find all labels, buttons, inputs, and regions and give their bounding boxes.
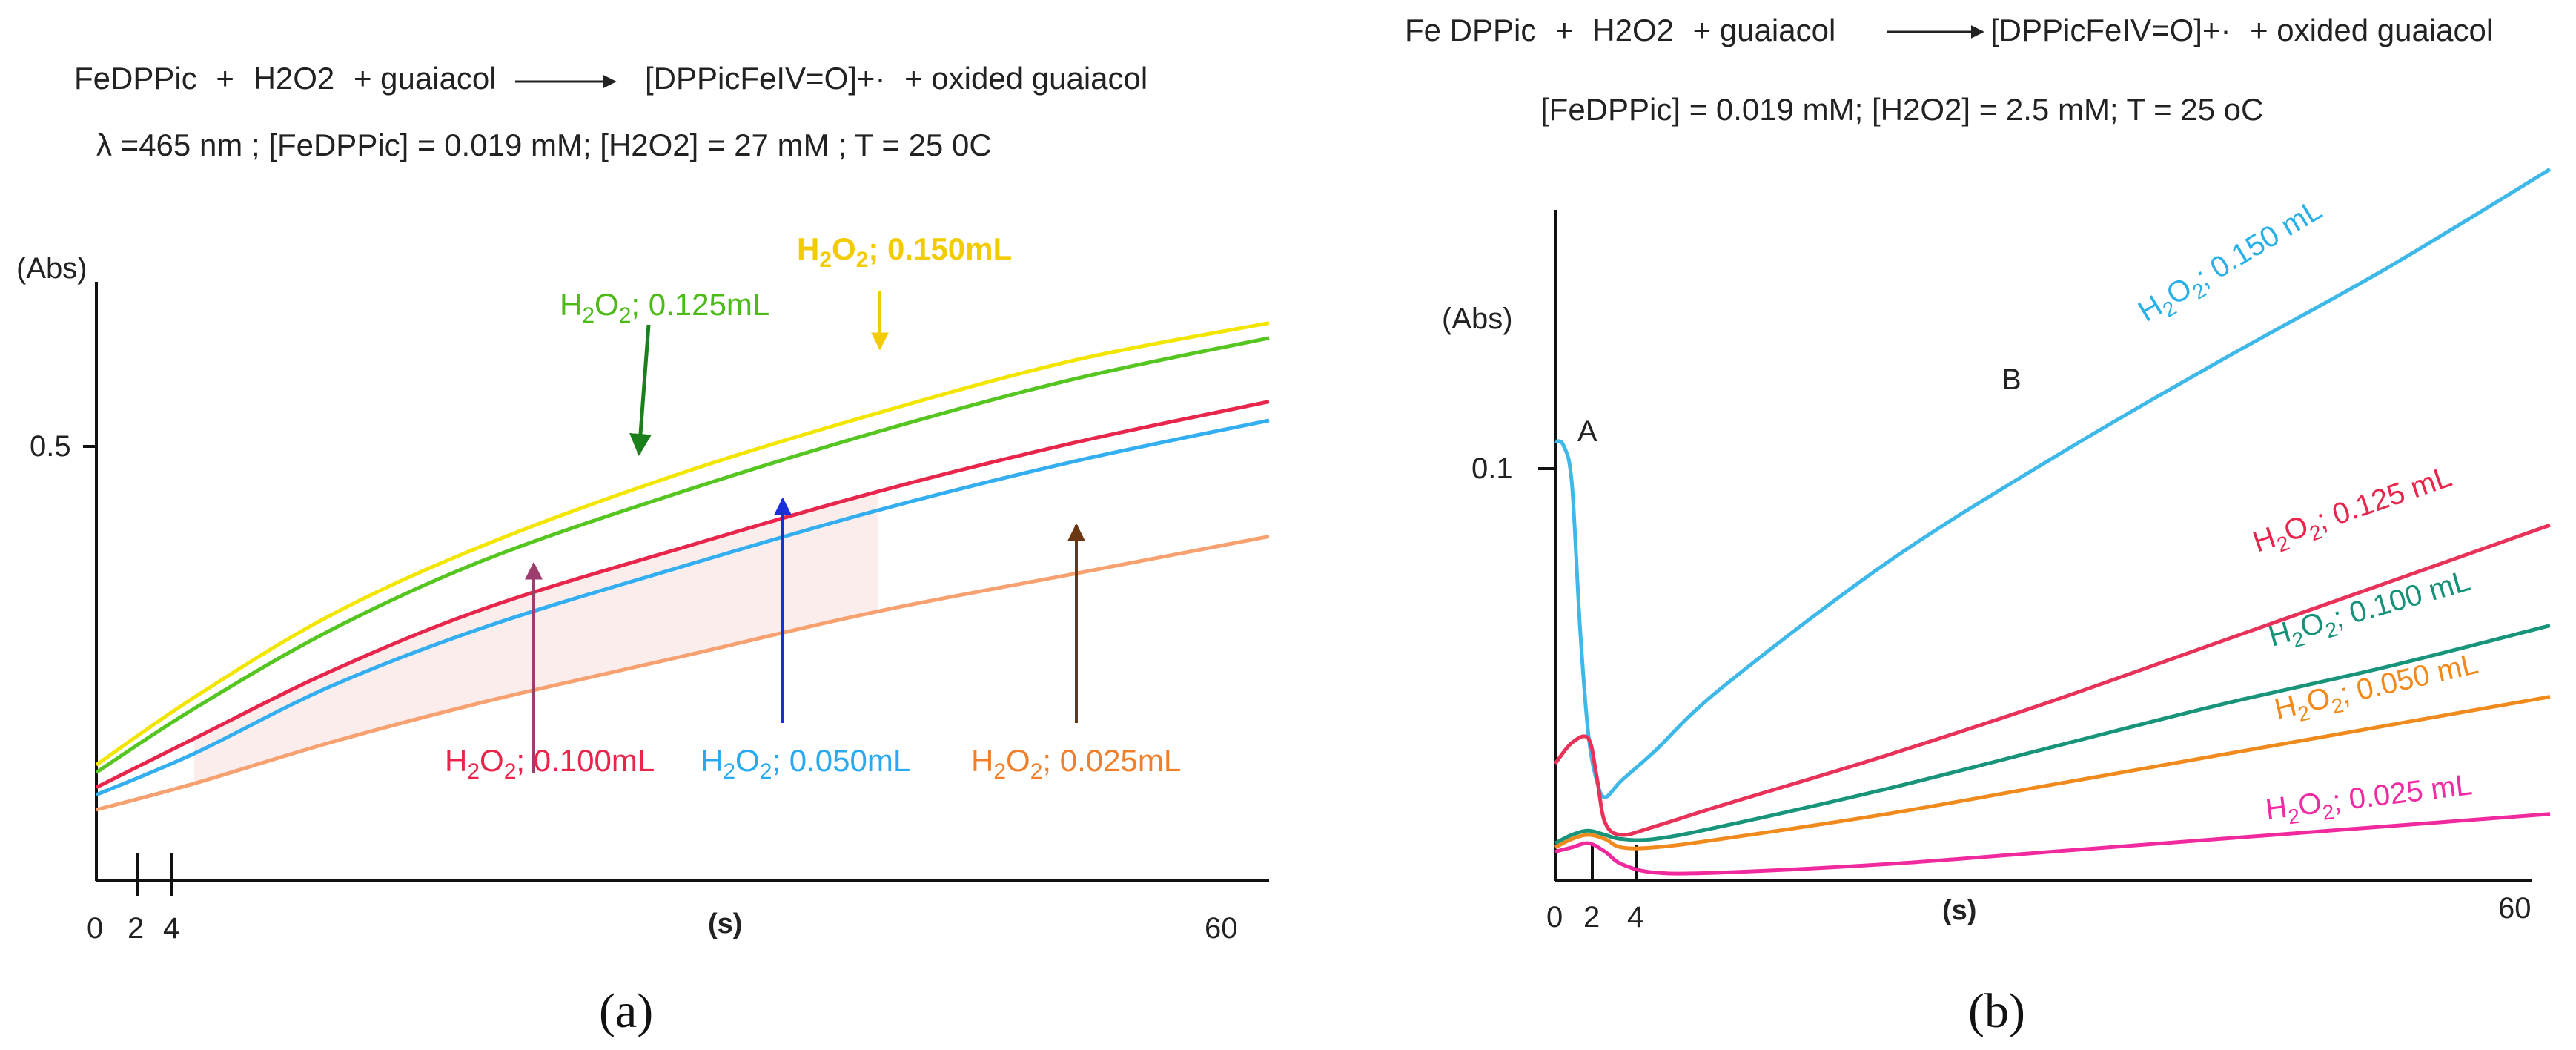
panel-b-x-tick-label-60: 60 — [2498, 892, 2532, 925]
panel-b-point-label-b: B — [2001, 363, 2022, 396]
panel-b-h2o2: H2O2 — [1592, 13, 1674, 47]
panel-b-label-0100: H2O2; 0.100 mL — [2265, 564, 2474, 658]
panel-b-equation: Fe DPPic + H2O2 + guaiacol — [1405, 13, 1835, 47]
panel-a-shaded-region — [193, 491, 878, 784]
panel-b-label-0125: H2O2; 0.125 mL — [2249, 460, 2458, 564]
panel-a-plus: + — [216, 61, 234, 96]
panel-b-x-tick-label-0: 0 — [1546, 901, 1563, 934]
panel-a-equation: FeDPPic + H2O2 + guaiacol — [74, 61, 497, 96]
panel-a-plus-guaiacol: + guaiacol — [354, 61, 497, 96]
panel-b-reactant: Fe DPPic — [1405, 13, 1536, 47]
panel-a-x-tick-label-2: 2 — [128, 912, 144, 945]
panel-a: FeDPPic + H2O2 + guaiacol [DPPicFeIV=O]+… — [16, 61, 1270, 1038]
panel-a-caption: (a) — [599, 984, 653, 1038]
panel-a-label-0150: H2O2; 0.150mL — [797, 231, 1012, 272]
panel-a-product: [DPPicFeIV=O]+· — [645, 61, 885, 96]
panel-b-tail: + oxided guaiacol — [2250, 13, 2493, 47]
panel-a-x-tick-label-0: 0 — [87, 912, 103, 945]
panel-b-x-tick-label-2: 2 — [1583, 901, 1600, 934]
panel-a-line-h2o2-0150 — [95, 321, 1270, 767]
panel-b-line-h2o2-0150 — [1554, 168, 2552, 799]
panel-b-line-h2o2-0050 — [1554, 695, 2551, 851]
panel-b-line-h2o2-0025 — [1554, 812, 2551, 876]
panel-b-label-0050: H2O2; 0.050 mL — [2271, 647, 2482, 731]
panel-a-line-h2o2-0050 — [96, 418, 1270, 797]
panel-a-product-line: [DPPicFeIV=O]+· + oxided guaiacol — [645, 61, 1148, 96]
panel-a-tail: + oxided guaiacol — [904, 61, 1148, 96]
panel-b-xlabel: (s) — [1942, 895, 1976, 926]
panel-b-product-line: [DPPicFeIV=O]+· + oxided guaiacol — [1990, 13, 2493, 47]
panel-a-x-tick-label-60: 60 — [1205, 912, 1238, 945]
panel-b-ylabel: (Abs) — [1442, 303, 1513, 335]
panel-a-x-tick-label-4: 4 — [163, 912, 179, 945]
panel-b-label-0150: H2O2; 0.150 mL — [2133, 194, 2330, 333]
panel-b-plus-guaiacol: + guaiacol — [1693, 13, 1836, 47]
panel-b-plus: + — [1555, 13, 1574, 47]
panel-b-caption: (b) — [1968, 984, 2025, 1038]
panel-a-arrow-0125 — [629, 324, 652, 456]
panel-a-ylabel: (Abs) — [16, 252, 87, 285]
panel-b: Fe DPPic + H2O2 + guaiacol [DPPicFeIV=O]… — [1405, 13, 2552, 1038]
panel-b-line-h2o2-0100 — [1554, 624, 2551, 845]
panel-a-line-h2o2-0025 — [96, 534, 1270, 812]
panel-b-product: [DPPicFeIV=O]+· — [1990, 13, 2231, 47]
panel-a-line-h2o2-0100 — [95, 400, 1270, 790]
panel-a-y-tick-label: 0.5 — [30, 430, 71, 463]
panel-a-conditions: λ =465 nm ; [FeDPPic] = 0.019 mM; [H2O2]… — [96, 128, 992, 162]
panel-a-line-h2o2-0125 — [95, 336, 1270, 774]
panel-b-x-tick-label-4: 4 — [1627, 901, 1643, 934]
panel-a-label-0025: H2O2; 0.025mL — [971, 743, 1181, 784]
panel-a-label-0125: H2O2; 0.125mL — [560, 287, 769, 328]
panel-a-reactant: FeDPPic — [74, 61, 197, 96]
panel-a-label-0050: H2O2; 0.050mL — [701, 743, 910, 784]
panel-b-conditions: [FeDPPic] = 0.019 mM; [H2O2] = 2.5 mM; T… — [1540, 92, 2263, 127]
panel-b-line-h2o2-0125 — [1553, 523, 2551, 837]
panel-b-point-label-a: A — [1577, 415, 1597, 448]
panel-a-xlabel: (s) — [708, 908, 742, 940]
panel-a-h2o2: H2O2 — [254, 61, 335, 96]
panel-a-label-0100: H2O2; 0.100mL — [445, 743, 655, 784]
panel-b-y-tick-label: 0.1 — [1471, 452, 1513, 485]
